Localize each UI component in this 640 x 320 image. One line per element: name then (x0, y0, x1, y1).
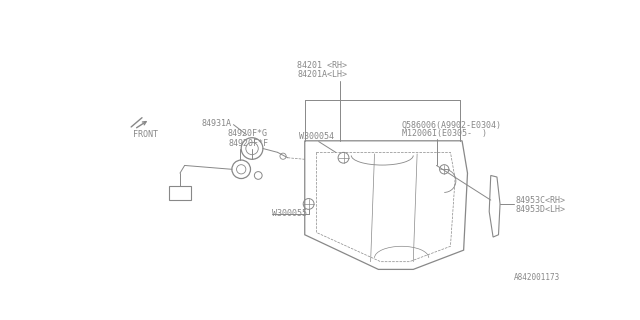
Text: 84201A<LH>: 84201A<LH> (297, 70, 347, 79)
Text: Q586006(A9902-E0304): Q586006(A9902-E0304) (402, 121, 502, 130)
Text: W300054: W300054 (300, 132, 334, 141)
Text: 84953D<LH>: 84953D<LH> (516, 205, 566, 214)
Text: 84201 <RH>: 84201 <RH> (297, 61, 347, 70)
Text: FRONT: FRONT (132, 130, 157, 139)
Text: 84920F*G: 84920F*G (227, 129, 268, 138)
Text: 84920F*F: 84920F*F (229, 140, 269, 148)
Text: 84953C<RH>: 84953C<RH> (516, 196, 566, 204)
Text: 84931A: 84931A (202, 119, 232, 128)
Text: M12006I(E0305-  ): M12006I(E0305- ) (402, 129, 486, 138)
Text: A842001173: A842001173 (515, 273, 561, 282)
Text: W300055: W300055 (272, 210, 307, 219)
